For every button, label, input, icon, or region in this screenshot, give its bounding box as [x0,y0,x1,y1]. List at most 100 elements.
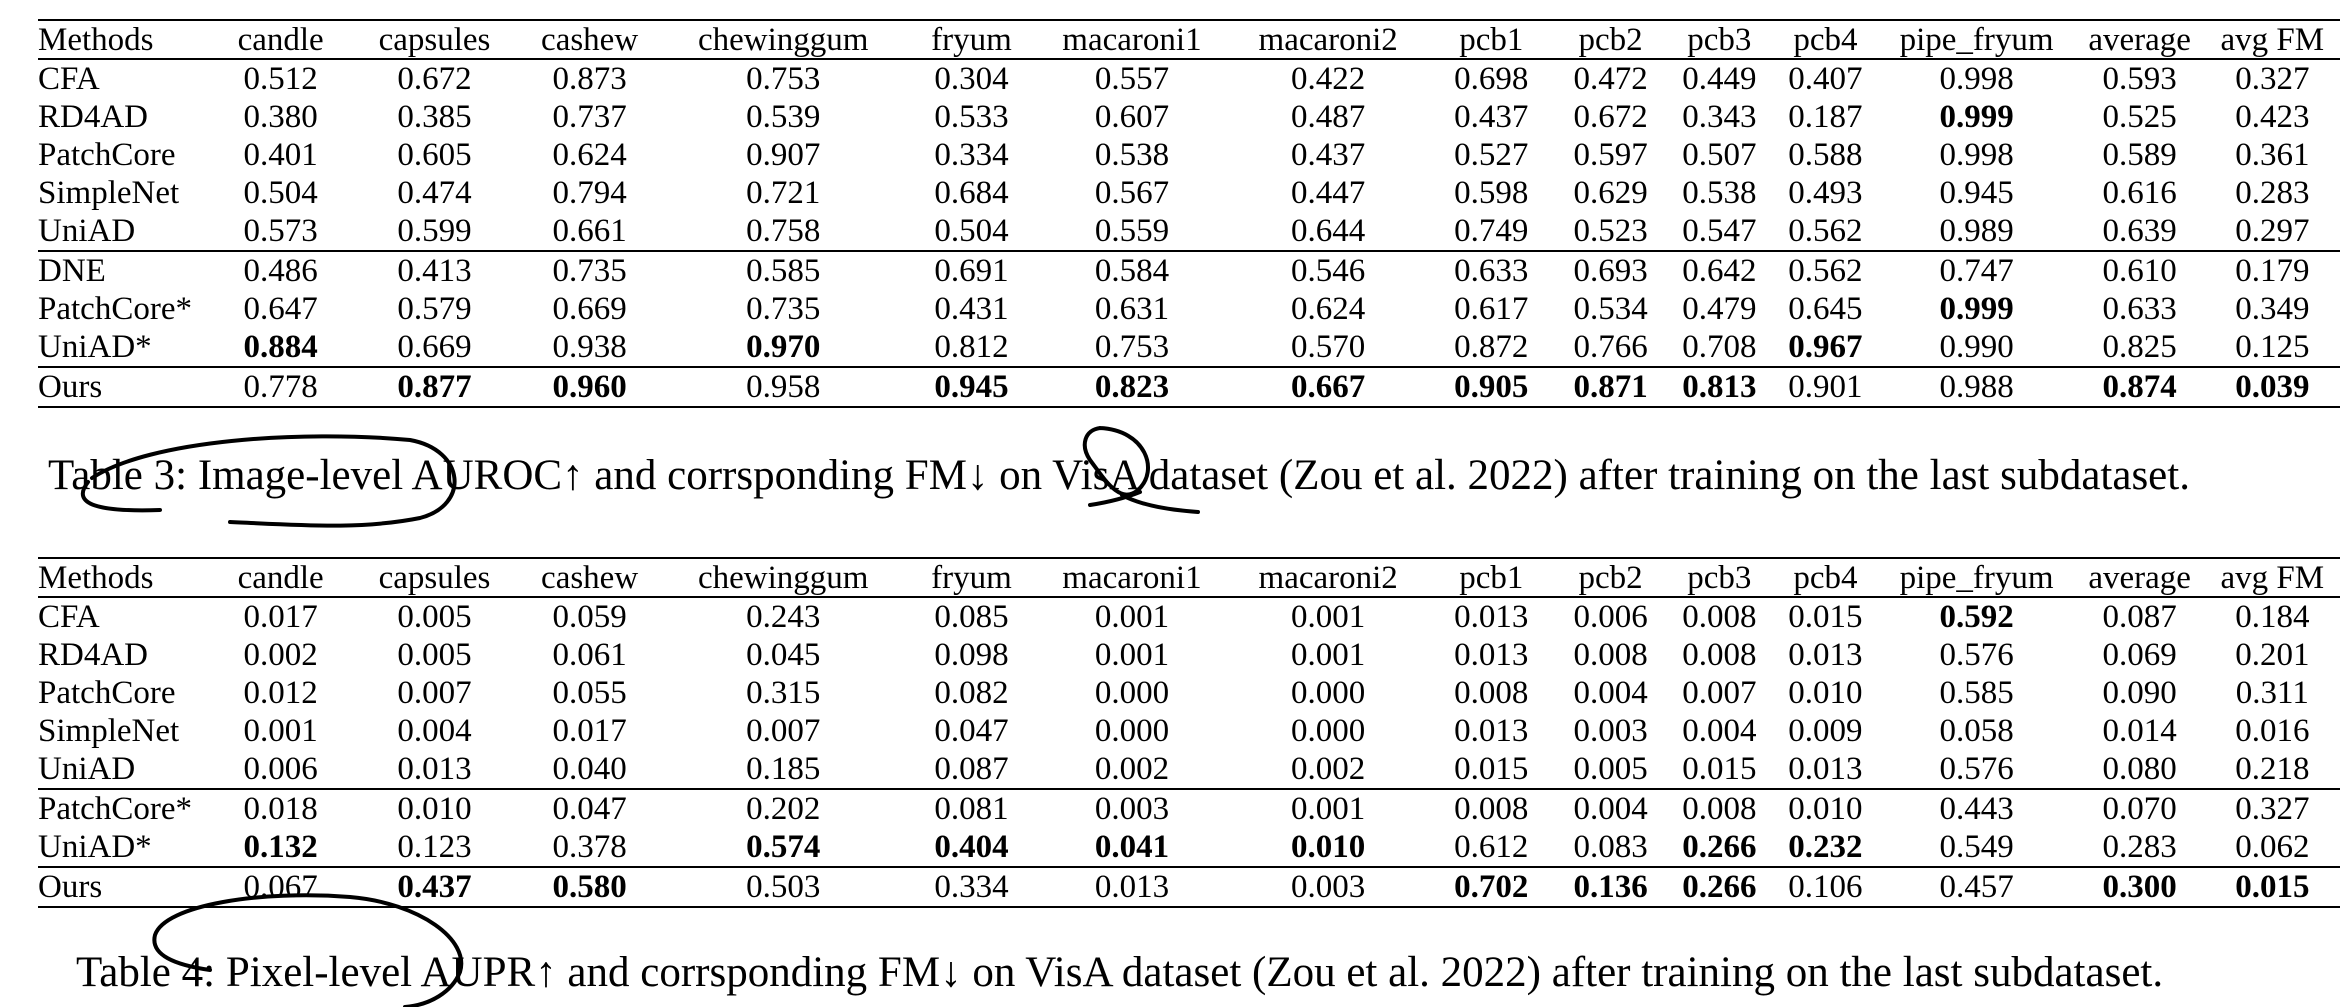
table-row: PatchCore 0.012 0.007 0.055 0.315 0.082 0.000 0… [38,674,2340,712]
table-cell: 0.794 [552,175,627,211]
table-cell: 0.007 [1682,675,1757,711]
table-cell: 0.062 [2235,829,2310,865]
table-cell: 0.012 [243,675,318,711]
table-cell: 0.083 [1573,829,1648,865]
table-cell: 0.085 [934,599,1009,635]
table-cell: 0.616 [2102,175,2177,211]
column-header: macaroni1 [1062,559,1202,596]
table-cell: 0.607 [1094,99,1170,135]
table-cell: 0.698 [1454,61,1529,97]
table-cell: 0.123 [397,829,472,865]
method-name: PatchCore [38,675,176,711]
table-cell: 0.090 [2102,675,2177,711]
table-cell: 0.437 [1291,137,1366,173]
table-cell: 0.015 [1682,751,1757,787]
column-header: fryum [931,21,1012,58]
table-cell: 0.562 [1788,253,1863,289]
method-name: Ours [38,369,103,405]
table-cell: 0.010 [1291,829,1366,865]
table-cell: 0.672 [1573,99,1648,135]
table-3-caption: Table 3: Image-level AUROC↑ and corrspon… [48,452,2190,499]
table-cell: 0.884 [243,329,318,365]
table-cell: 0.422 [1291,61,1366,97]
table-cell: 0.672 [397,61,472,97]
column-header: pcb4 [1793,559,1858,596]
table-cell: 0.087 [934,751,1009,787]
table-cell: 0.361 [2235,137,2310,173]
table-cell: 0.567 [1094,175,1170,211]
table-cell: 0.562 [1788,213,1863,249]
table-row: CFA 0.017 0.005 0.059 0.243 0.085 0.001 0.001 0.… [38,597,2340,636]
table-cell: 0.013 [1094,869,1170,905]
table-cell: 0.610 [2102,253,2177,289]
table-cell: 0.633 [1454,253,1529,289]
table-cell: 0.015 [2235,869,2310,905]
table-cell: 0.004 [1573,675,1648,711]
table-cell: 0.404 [934,829,1009,865]
table-4-grid: Methods candle capsules cashew chewinggum fry… [38,557,2340,908]
table-cell: 0.907 [746,137,821,173]
table-row: UniAD* 0.132 0.123 0.378 0.574 0.404 0.041 0.01… [38,828,2340,867]
table-cell: 0.999 [1939,99,2014,135]
table-cell: 0.008 [1682,599,1757,635]
table-cell: 0.005 [1573,751,1648,787]
column-header: macaroni1 [1062,21,1202,58]
table-cell: 0.283 [2102,829,2177,865]
table-row: DNE 0.486 0.413 0.735 0.585 0.691 0.584 0.546 0.… [38,251,2340,290]
table-cell: 0.661 [552,213,627,249]
table-cell: 0.599 [397,213,472,249]
table-cell: 0.300 [2102,869,2177,905]
table-cell: 0.629 [1573,175,1648,211]
table-cell: 0.559 [1094,213,1170,249]
table-cell: 0.525 [2102,99,2177,135]
table-cell: 0.437 [1454,99,1529,135]
table-cell: 0.067 [243,869,318,905]
column-header: candle [237,21,324,58]
table-cell: 0.006 [243,751,318,787]
table-cell: 0.437 [397,869,472,905]
table-cell: 0.871 [1573,369,1648,405]
table-cell: 0.758 [746,213,821,249]
table-cell: 0.304 [934,61,1009,97]
table-cell: 0.349 [2235,291,2310,327]
table-cell: 0.573 [243,213,318,249]
column-header: cashew [541,559,639,596]
table-cell: 0.938 [552,329,627,365]
table-cell: 0.185 [746,751,821,787]
table-cell: 0.547 [1682,213,1757,249]
table-cell: 0.106 [1788,869,1863,905]
table-row: RD4AD 0.380 0.385 0.737 0.539 0.533 0.607 0.487… [38,98,2340,136]
table-cell: 0.778 [243,369,318,405]
table-cell: 0.998 [1939,61,2014,97]
table-cell: 0.945 [1939,175,2014,211]
table-cell: 0.538 [1094,137,1170,173]
table-row: PatchCore 0.401 0.605 0.624 0.907 0.334 0.538 0… [38,136,2340,174]
method-name: CFA [38,61,100,97]
table-cell: 0.557 [1094,61,1170,97]
table-cell: 0.004 [397,713,472,749]
table-cell: 0.588 [1788,137,1863,173]
table-cell: 0.327 [2235,61,2310,97]
table-cell: 0.579 [397,291,472,327]
table-cell: 0.266 [1682,869,1757,905]
table-cell: 0.533 [934,99,1009,135]
table-cell: 0.970 [746,329,821,365]
table-cell: 0.407 [1788,61,1863,97]
column-header: macaroni2 [1258,559,1398,596]
table-cell: 0.013 [1454,637,1529,673]
table-cell: 0.070 [2102,791,2177,827]
table-cell: 0.003 [1094,791,1170,827]
table-row: Ours 0.778 0.877 0.960 0.958 0.945 0.823 0.667 0… [38,367,2340,407]
table-cell: 0.874 [2102,369,2177,405]
table-cell: 0.015 [1788,599,1863,635]
table-cell: 0.645 [1788,291,1863,327]
table-cell: 0.539 [746,99,821,135]
table-cell: 0.872 [1454,329,1529,365]
table-cell: 0.527 [1454,137,1529,173]
table-cell: 0.597 [1573,137,1648,173]
table-cell: 0.766 [1573,329,1648,365]
table-row: RD4AD 0.002 0.005 0.061 0.045 0.098 0.001 0.001… [38,636,2340,674]
table-cell: 0.001 [1094,637,1170,673]
table-cell: 0.013 [397,751,472,787]
table-cell: 0.737 [552,99,627,135]
